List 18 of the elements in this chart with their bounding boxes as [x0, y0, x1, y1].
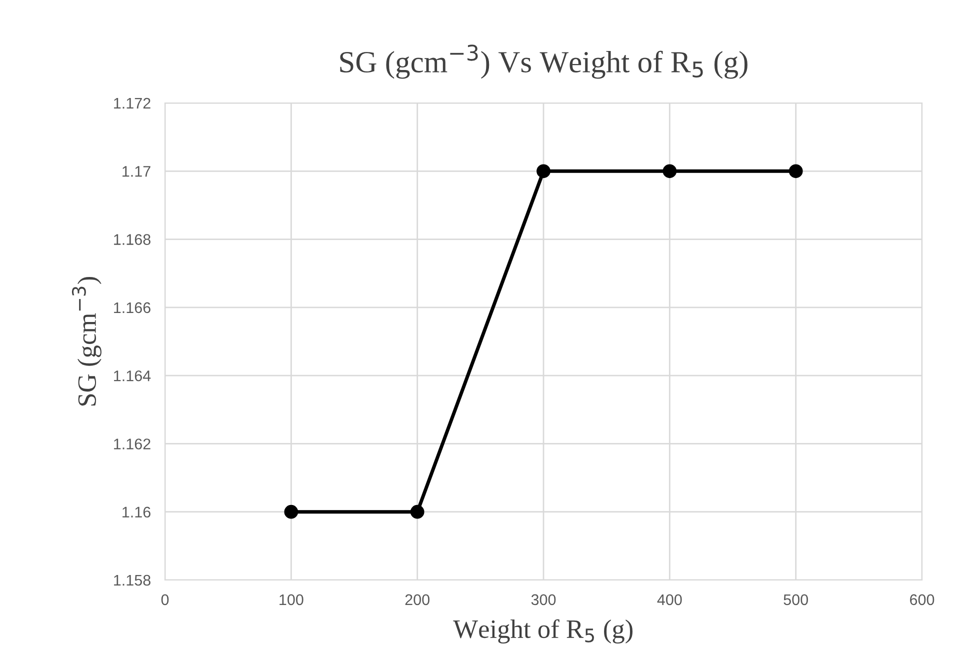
- y-tick-label: 1.17: [122, 166, 150, 177]
- y-tick-label: 1.168: [114, 234, 150, 245]
- x-tick-label: 500: [784, 594, 808, 606]
- x-tick-label: 600: [910, 594, 934, 606]
- y-tick-label: 1.164: [114, 370, 151, 382]
- x-tick-label: 100: [280, 594, 304, 606]
- chart-title: SG (gcm$^{−3}$) Vs Weight of R$_{5}$ (g): [340, 44, 748, 79]
- x-tick-label: 400: [657, 594, 682, 606]
- y-tick-label: 1.162: [114, 438, 150, 450]
- x-tick-label: 0: [161, 594, 169, 606]
- y-tick-label: 1.158: [114, 574, 150, 586]
- x-tick-label: 200: [405, 594, 430, 606]
- y-tick-label: 1.166: [114, 302, 150, 314]
- y-tick-label: 1.172: [114, 98, 150, 109]
- y-axis-title: SG (gcm$^{−3}$): [72, 276, 102, 406]
- x-tick-label: 300: [531, 594, 556, 606]
- y-tick-label: 1.16: [122, 506, 150, 518]
- x-axis-title: Weight of R$_{5}$ (g): [453, 619, 632, 644]
